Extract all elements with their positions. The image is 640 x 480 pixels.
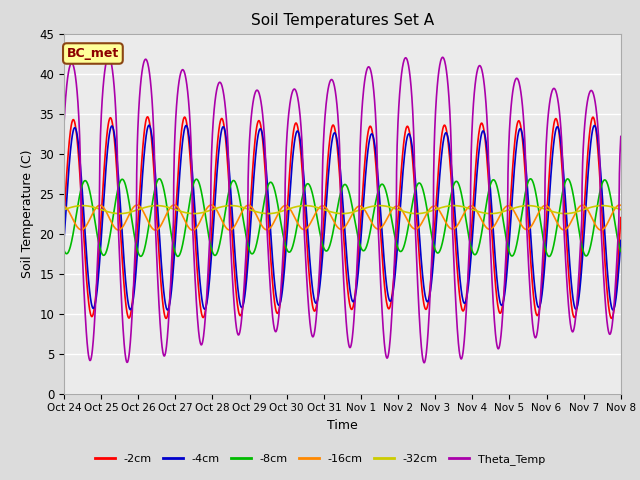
-4cm — [331, 130, 339, 136]
Line: -8cm: -8cm — [64, 179, 621, 256]
-4cm — [88, 304, 96, 310]
-32cm — [332, 210, 339, 216]
Theta_Temp — [316, 251, 324, 257]
-4cm — [609, 307, 617, 313]
-32cm — [264, 211, 272, 216]
-4cm — [145, 122, 153, 128]
-16cm — [499, 207, 507, 213]
-32cm — [88, 204, 96, 210]
Legend: -2cm, -4cm, -8cm, -16cm, -32cm, Theta_Temp: -2cm, -4cm, -8cm, -16cm, -32cm, Theta_Te… — [90, 450, 550, 469]
-32cm — [617, 207, 625, 213]
-32cm — [60, 207, 68, 213]
-4cm — [601, 233, 609, 239]
Line: -4cm: -4cm — [64, 125, 621, 310]
Title: Soil Temperatures Set A: Soil Temperatures Set A — [251, 13, 434, 28]
-32cm — [499, 209, 507, 215]
Line: -32cm: -32cm — [64, 205, 621, 214]
-8cm — [601, 177, 609, 183]
Theta_Temp — [331, 86, 339, 92]
-8cm — [88, 203, 96, 208]
-16cm — [317, 204, 324, 209]
-2cm — [317, 264, 324, 270]
-16cm — [60, 203, 68, 209]
-16cm — [189, 228, 196, 233]
-4cm — [316, 279, 324, 285]
Text: BC_met: BC_met — [67, 47, 119, 60]
-32cm — [153, 203, 161, 208]
-2cm — [144, 114, 152, 120]
-8cm — [602, 177, 609, 183]
-2cm — [60, 215, 68, 220]
-16cm — [617, 203, 625, 208]
-4cm — [499, 301, 506, 307]
Line: Theta_Temp: Theta_Temp — [64, 57, 621, 363]
-4cm — [60, 237, 68, 242]
-16cm — [170, 202, 178, 208]
-2cm — [88, 313, 96, 319]
-8cm — [617, 249, 625, 254]
Theta_Temp — [602, 298, 609, 304]
-4cm — [617, 238, 625, 243]
-8cm — [60, 248, 68, 253]
Y-axis label: Soil Temperature (C): Soil Temperature (C) — [21, 149, 34, 278]
-16cm — [332, 221, 339, 227]
-16cm — [88, 211, 96, 217]
-2cm — [602, 263, 609, 269]
Theta_Temp — [60, 121, 68, 127]
-32cm — [602, 203, 609, 209]
-2cm — [499, 300, 507, 306]
-4cm — [601, 229, 609, 235]
-2cm — [332, 129, 339, 134]
-32cm — [601, 203, 609, 209]
-8cm — [499, 215, 506, 220]
-8cm — [156, 176, 163, 181]
Theta_Temp — [601, 294, 609, 300]
-2cm — [601, 259, 609, 264]
X-axis label: Time: Time — [327, 419, 358, 432]
Theta_Temp — [88, 347, 96, 353]
-32cm — [317, 205, 324, 211]
-16cm — [602, 224, 609, 230]
-8cm — [331, 218, 339, 224]
-2cm — [162, 315, 170, 321]
Line: -16cm: -16cm — [64, 205, 621, 230]
-2cm — [617, 215, 625, 220]
Theta_Temp — [617, 133, 625, 139]
Line: -2cm: -2cm — [64, 117, 621, 318]
-8cm — [316, 232, 324, 238]
-16cm — [601, 225, 609, 230]
-8cm — [545, 253, 553, 259]
Theta_Temp — [420, 360, 428, 366]
Theta_Temp — [105, 54, 113, 60]
Theta_Temp — [499, 307, 507, 313]
